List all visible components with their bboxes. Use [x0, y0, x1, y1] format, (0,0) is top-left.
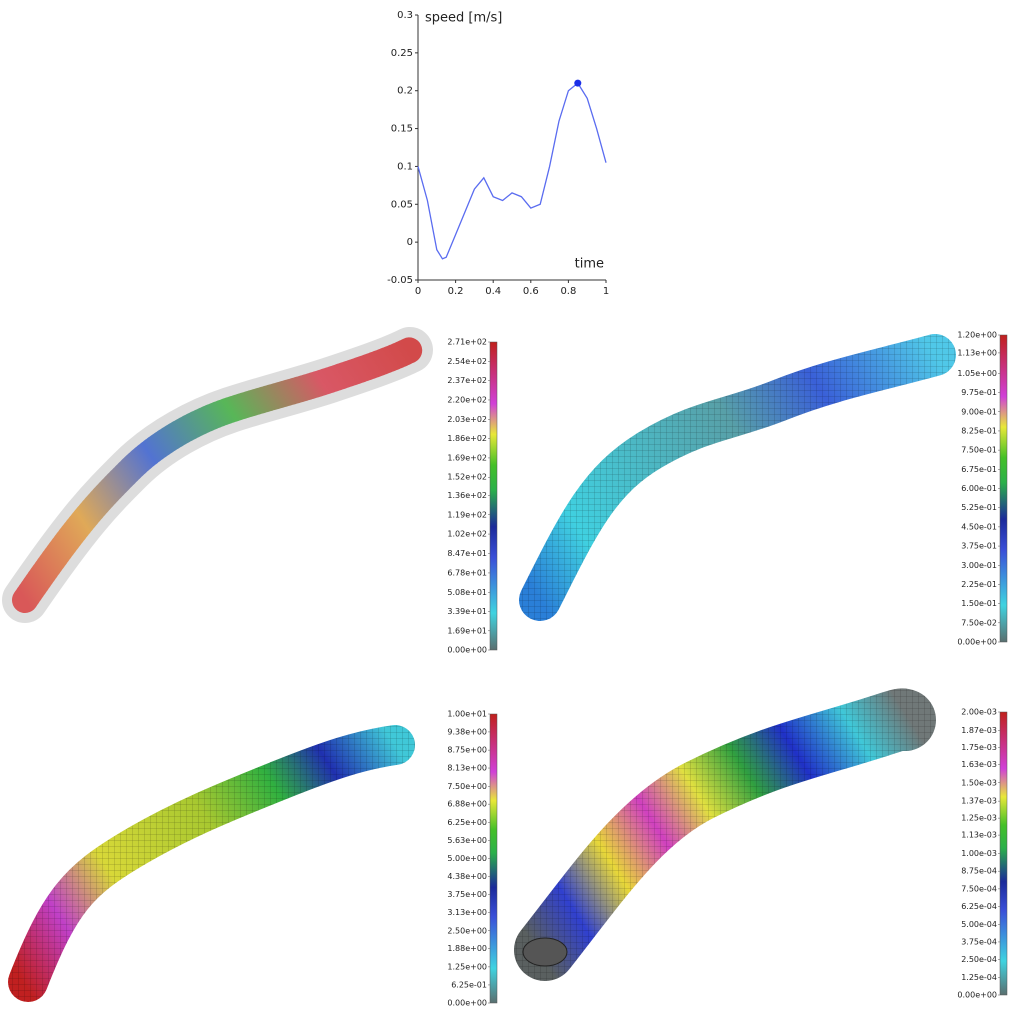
- colorbar-tick-label: 1.02e+02: [447, 530, 487, 539]
- colorbar-tick-label: 3.75e-01: [961, 542, 997, 551]
- colorbar: [1000, 335, 1007, 642]
- colorbar-tick-label: 8.75e-04: [961, 867, 997, 876]
- colorbar-tick-label: 8.13e+00: [447, 764, 487, 773]
- colorbar: [490, 714, 497, 1003]
- vessel-wireframe: [25, 350, 410, 600]
- colorbar-tick-label: 3.00e-01: [961, 561, 997, 570]
- colorbar-tick-label: 6.88e+00: [447, 800, 487, 809]
- colorbar-tick-label: 1.25e-03: [961, 814, 997, 823]
- x-tick-label: 0.6: [523, 286, 539, 297]
- y-axis-label: speed [m/s]: [425, 11, 502, 26]
- y-tick-label: 0: [407, 237, 413, 248]
- colorbar-tick-label: 8.75e+00: [447, 746, 487, 755]
- colorbar-tick-label: 7.50e+00: [447, 782, 487, 791]
- colorbar-tick-label: 0.00e+00: [447, 999, 487, 1008]
- colorbar-tick-label: 3.39e+01: [447, 607, 487, 616]
- x-tick-label: 0.4: [485, 286, 501, 297]
- colorbar-tick-label: 1.00e-03: [961, 849, 997, 858]
- y-tick-label: 0.25: [391, 48, 413, 59]
- colorbar-tick-label: 1.25e+00: [447, 962, 487, 971]
- colorbar-tick-label: 1.19e+02: [447, 510, 487, 519]
- colorbar-tick-label: 6.25e+00: [447, 818, 487, 827]
- colorbar-tick-label: 1.52e+02: [447, 473, 487, 482]
- colorbar-tick-label: 1.36e+02: [447, 491, 487, 500]
- line: [418, 83, 606, 259]
- colorbar-tick-label: 2.54e+02: [447, 357, 487, 366]
- colorbar-tick-label: 7.50e-02: [961, 618, 997, 627]
- colorbar-tick-label: 2.00e-03: [961, 708, 997, 717]
- x-tick-label: 0.8: [560, 286, 576, 297]
- marker: [574, 80, 581, 87]
- colorbar-tick-label: 3.13e+00: [447, 908, 487, 917]
- x-tick-label: 0: [415, 286, 421, 297]
- colorbar-tick-label: 2.71e+02: [447, 338, 487, 347]
- colorbar-tick-label: 4.50e-01: [961, 522, 997, 531]
- colorbar-tick-label: 6.25e-04: [961, 902, 997, 911]
- figure: speed [m/s] time -0.0500.050.10.150.20.2…: [0, 0, 1009, 1010]
- colorbar-tick-label: 1.05e+00: [957, 369, 997, 378]
- x-axis-label: time: [575, 257, 604, 272]
- colorbar-tick-label: 3.75e+00: [447, 890, 487, 899]
- colorbar-tick-label: 9.75e-01: [961, 388, 997, 397]
- colorbar-tick-label: 6.00e-01: [961, 484, 997, 493]
- colorbar-tick-label: 5.00e+00: [447, 854, 487, 863]
- vessel-surface: [28, 745, 395, 982]
- colorbar-tick-label: 1.50e-03: [961, 778, 997, 787]
- colorbar-tick-label: 8.47e+01: [447, 549, 487, 558]
- colorbar-tick-label: 7.50e-01: [961, 446, 997, 455]
- colorbar-tick-label: 1.25e-04: [961, 973, 997, 982]
- colorbar-tick-label: 9.00e-01: [961, 407, 997, 416]
- colorbar-tick-label: 1.63e-03: [961, 760, 997, 769]
- y-tick-label: 0.3: [397, 10, 413, 21]
- colorbar-tick-label: 1.20e+00: [957, 331, 997, 340]
- colorbar-tick-label: 8.25e-01: [961, 426, 997, 435]
- colorbar-tick-label: 3.75e-04: [961, 937, 997, 946]
- colorbar-tick-label: 0.00e+00: [957, 638, 997, 647]
- colorbar-tick-label: 1.86e+02: [447, 434, 487, 443]
- y-tick-label: 0.2: [397, 86, 413, 97]
- x-tick-label: 1: [603, 286, 609, 297]
- x-tick-label: 0.2: [448, 286, 464, 297]
- colorbar-tick-label: 5.08e+01: [447, 588, 487, 597]
- colorbar-tick-label: 7.50e-04: [961, 884, 997, 893]
- colorbar-tick-label: 1.00e+01: [447, 710, 487, 719]
- colorbar-tick-label: 6.25e-01: [451, 980, 487, 989]
- vessel-surface: [540, 355, 935, 600]
- colorbar-tick-label: 1.87e-03: [961, 726, 997, 735]
- colorbar-tick-label: 5.00e-04: [961, 920, 997, 929]
- vessel-surface: [523, 719, 905, 966]
- colorbar-tick-label: 6.75e-01: [961, 465, 997, 474]
- y-tick-label: 0.05: [391, 199, 413, 210]
- colorbar-tick-label: 0.00e+00: [957, 991, 997, 1000]
- colorbar-tick-label: 1.69e+02: [447, 453, 487, 462]
- colorbar-tick-label: 2.03e+02: [447, 415, 487, 424]
- colorbar-tick-label: 5.25e-01: [961, 503, 997, 512]
- colorbar: [1000, 712, 1007, 995]
- colorbar-tick-label: 2.25e-01: [961, 580, 997, 589]
- colorbar-tick-label: 9.38e+00: [447, 727, 487, 736]
- colorbar-tick-label: 1.75e-03: [961, 743, 997, 752]
- y-tick-label: 0.15: [391, 124, 413, 135]
- y-tick-label: -0.05: [387, 275, 413, 286]
- colorbar-tick-label: 2.20e+02: [447, 395, 487, 404]
- colorbar-tick-label: 1.88e+00: [447, 944, 487, 953]
- y-tick-label: 0.1: [397, 161, 413, 172]
- colorbar-tick-label: 2.37e+02: [447, 376, 487, 385]
- colorbar-tick-label: 0.00e+00: [447, 646, 487, 655]
- colorbar-tick-label: 2.50e+00: [447, 926, 487, 935]
- colorbar-tick-label: 1.13e-03: [961, 831, 997, 840]
- colorbar-tick-label: 1.50e-01: [961, 599, 997, 608]
- colorbar-tick-label: 1.13e+00: [957, 348, 997, 357]
- colorbar: [490, 342, 497, 650]
- colorbar-tick-label: 1.37e-03: [961, 797, 997, 806]
- colorbar-tick-label: 6.78e+01: [447, 568, 487, 577]
- colorbar-tick-label: 2.50e-04: [961, 955, 997, 964]
- colorbar-tick-label: 5.63e+00: [447, 836, 487, 845]
- colorbar-tick-label: 4.38e+00: [447, 872, 487, 881]
- colorbar-tick-label: 1.69e+01: [447, 626, 487, 635]
